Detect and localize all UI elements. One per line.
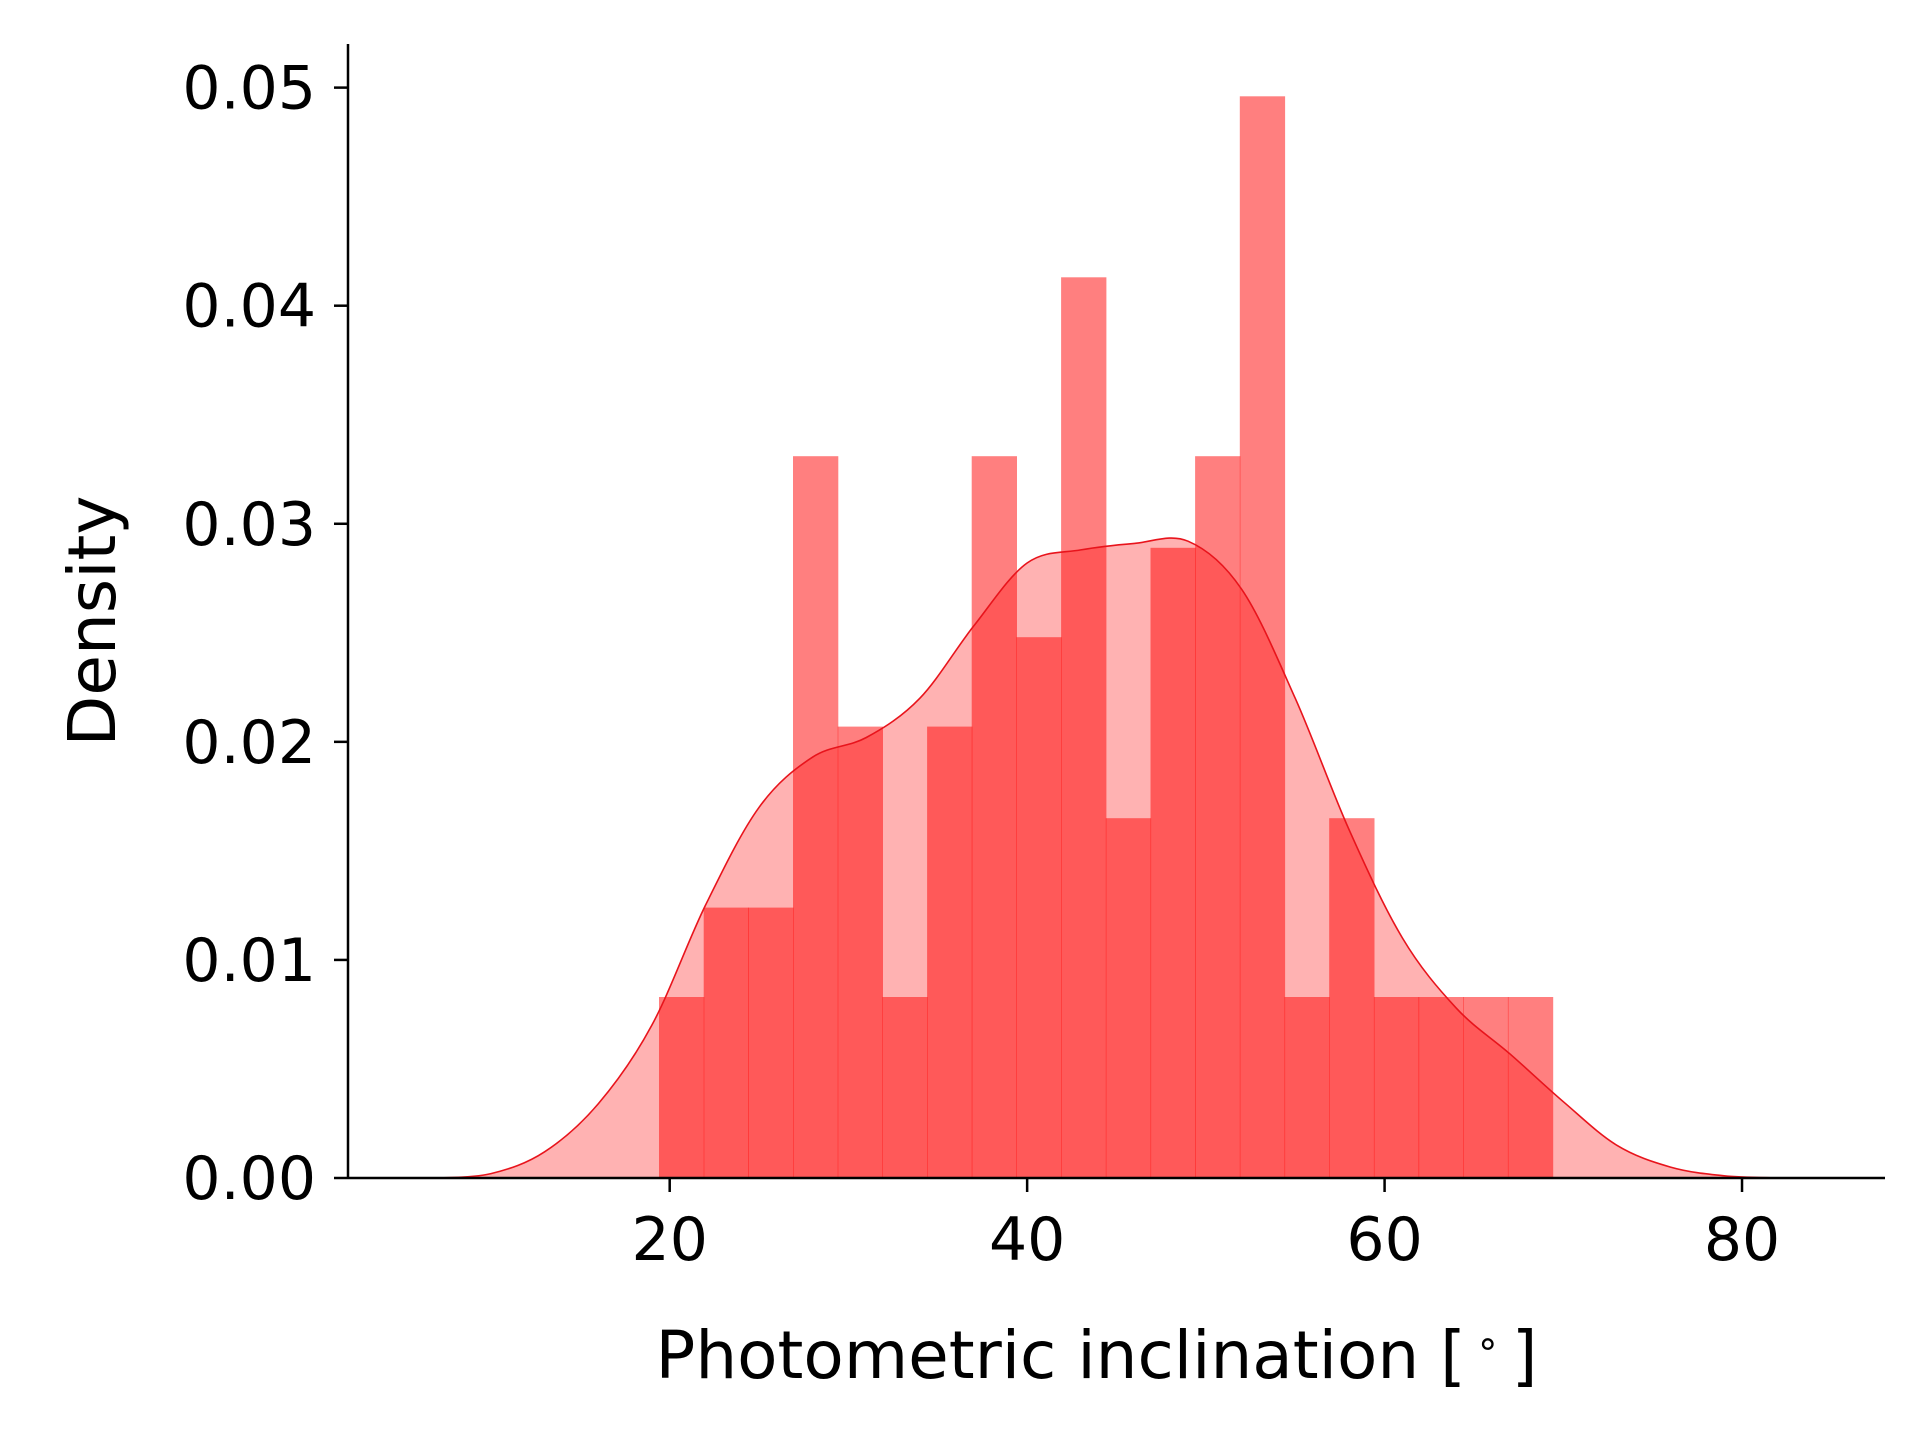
x-tick-label: 60 <box>1346 1205 1422 1275</box>
histogram-bar <box>882 997 928 1178</box>
x-tick-label: 20 <box>632 1205 708 1275</box>
histogram-bar <box>1507 997 1554 1178</box>
x-tick-label: 80 <box>1704 1205 1780 1275</box>
histogram-bars <box>659 96 1554 1178</box>
y-tick-label: 0.02 <box>182 708 316 778</box>
histogram-bar <box>927 726 973 1178</box>
y-tick-label: 0.00 <box>182 1144 316 1214</box>
histogram-bar <box>837 726 883 1178</box>
histogram-bar <box>1284 997 1330 1178</box>
y-axis-ticks: 0.00 0.01 0.02 0.03 0.04 0.05 <box>182 54 348 1214</box>
histogram-bar <box>748 907 794 1178</box>
y-tick-label: 0.04 <box>182 272 316 342</box>
x-axis-ticks: 20 40 60 80 <box>632 1178 1780 1275</box>
histogram-bar <box>1418 997 1464 1178</box>
y-tick-label: 0.01 <box>182 926 316 996</box>
histogram-bar <box>971 456 1017 1178</box>
y-tick-label: 0.03 <box>182 490 316 560</box>
histogram-bar <box>1016 637 1062 1178</box>
histogram-bar <box>793 456 839 1178</box>
x-axis-label-bracket: ] <box>1512 1317 1538 1394</box>
histogram-bar <box>1463 997 1509 1178</box>
histogram-bar <box>1239 96 1286 1178</box>
x-tick-label: 40 <box>989 1205 1065 1275</box>
plot-area <box>437 96 1778 1179</box>
histogram-bar <box>659 997 705 1178</box>
histogram-bar <box>1061 277 1107 1178</box>
y-axis-label: Density <box>54 496 131 747</box>
kde-line <box>437 537 1778 1179</box>
histogram-bar <box>703 907 749 1178</box>
x-axis-label-degree: ∘ <box>1476 1321 1500 1365</box>
x-axis-label-text: Photometric inclination [ <box>656 1317 1466 1394</box>
histogram-bar <box>1105 818 1152 1178</box>
histogram-bar <box>1373 997 1420 1178</box>
y-tick-label: 0.05 <box>182 54 316 124</box>
x-axis-label: Photometric inclination [∘] <box>656 1317 1538 1394</box>
histogram-bar <box>1195 456 1241 1178</box>
histogram-bar <box>1150 547 1196 1178</box>
histogram-bar <box>1329 818 1375 1178</box>
